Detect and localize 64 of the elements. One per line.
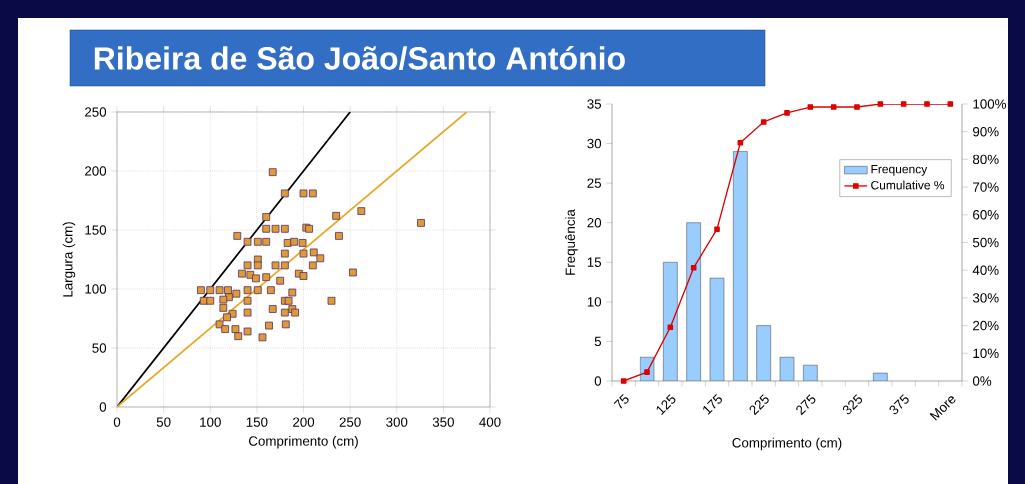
y-tick-label: 35 [587,99,602,109]
y-tick-label: 10 [587,297,602,307]
x-tick-label: 300 [386,417,408,427]
y2-tick-label: 20% [973,320,999,331]
y-tick-label: 20 [587,217,602,228]
y2-tick-label: 80% [972,154,999,165]
legend-label: Cumulative % [871,180,945,190]
point [900,101,907,107]
x-tick-label: 125 [656,394,676,415]
x-tick-label: 200 [293,417,315,427]
y-axis-title: Largura (cm) [62,222,76,297]
point [667,324,674,331]
x-tick-label: 75 [613,394,629,409]
y2-tick-label: 40% [972,265,999,275]
bar [663,262,678,381]
y2-tick-label: 70% [973,182,999,192]
x-tick-label: 150 [246,417,268,427]
y-tick-label: 150 [85,225,107,235]
y-tick-label: 5 [594,336,602,347]
y-tick-label: 50 [92,343,107,353]
point [760,119,767,125]
point [714,226,720,232]
y-tick-label: 25 [587,178,602,188]
x-tick-label: 400 [479,417,501,427]
y2-tick-label: 0% [972,376,992,386]
x-tick-label: 175 [703,394,722,415]
x-tick-label: 275 [796,394,816,416]
y-tick-label: 30 [587,138,602,149]
point [830,104,837,110]
point [924,101,930,107]
y-tick-label: 0 [594,376,602,386]
y2-tick-label: 50% [972,237,999,248]
x-tick-label: 225 [749,394,769,416]
y-tick-label: 250 [85,107,107,117]
x-tick-label: 100 [200,417,221,427]
chart-title: Ribeira de São João/Santo António [94,45,625,71]
x-tick-label: 0 [113,417,121,427]
legend-label: Frequency [871,164,928,176]
point [807,104,814,110]
bar [733,151,748,381]
y2-tick-label: 90% [973,126,999,137]
x-axis-title: Comprimento (cm) [248,435,358,449]
y-tick-label: 100 [85,284,107,294]
point [737,139,744,146]
y-tick-label: 200 [85,166,107,176]
x-tick-label: 50 [156,417,171,427]
point [877,101,884,107]
point [947,101,954,107]
y-axis-title: Frequência [565,209,578,275]
y-tick-label: 15 [587,257,602,267]
y2-tick-label: 30% [972,293,999,303]
y2-tick-label: 10% [973,348,999,358]
x-tick-label: 250 [339,417,361,427]
y2-tick-label: 100% [973,99,1007,109]
point [620,378,627,384]
point [784,110,790,116]
x-tick-label: 350 [432,417,454,427]
bar [756,325,771,381]
y2-tick-label: 60% [973,210,999,220]
bar [686,222,701,381]
x-axis-title: Comprimento (cm) [732,437,842,451]
point [854,104,860,110]
x-tick-label: 325 [842,394,863,415]
x-tick-label: 375 [889,394,909,415]
